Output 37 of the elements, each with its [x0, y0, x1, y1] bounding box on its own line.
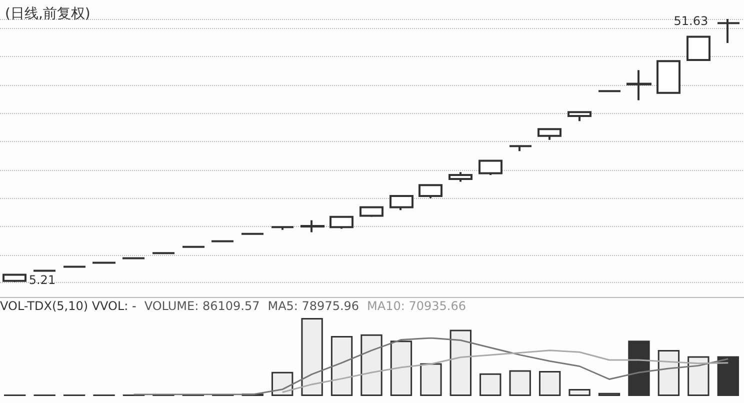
bar	[717, 356, 739, 396]
text: MA5: 78975.96	[268, 299, 360, 313]
candlestick	[2, 274, 26, 283]
bar	[420, 363, 442, 396]
candlestick	[716, 18, 740, 44]
text: VOL-TDX(5,10) VVOL: -	[0, 299, 136, 313]
bar	[688, 356, 710, 396]
candlestick	[626, 69, 652, 102]
annotation: 51.63	[674, 14, 708, 28]
candlestick	[360, 206, 384, 218]
bar	[568, 388, 590, 396]
text: MA10: 70935.66	[367, 299, 466, 313]
candlestick	[508, 145, 532, 152]
candlestick	[418, 184, 442, 200]
bar	[538, 371, 561, 396]
bar	[330, 336, 353, 396]
candlestick	[686, 36, 710, 61]
bar	[450, 330, 472, 396]
chart-title: (日线,前复权)	[5, 6, 90, 22]
annotation: 5.21	[28, 273, 56, 287]
bar	[628, 340, 650, 396]
candlestick	[390, 194, 414, 212]
candlestick	[300, 219, 324, 234]
candlestick	[270, 226, 294, 231]
bar	[390, 340, 412, 396]
bar	[301, 318, 323, 396]
candlestick	[656, 60, 680, 94]
bar	[360, 334, 382, 396]
candlestick	[538, 128, 562, 141]
bar	[480, 373, 502, 396]
text: VOLUME: 86109.57	[144, 299, 260, 313]
candlestick	[568, 111, 592, 122]
candlestick	[330, 216, 354, 230]
candlestick	[448, 171, 472, 183]
bar	[509, 370, 531, 396]
bar	[658, 350, 680, 396]
candlestick	[478, 160, 502, 176]
